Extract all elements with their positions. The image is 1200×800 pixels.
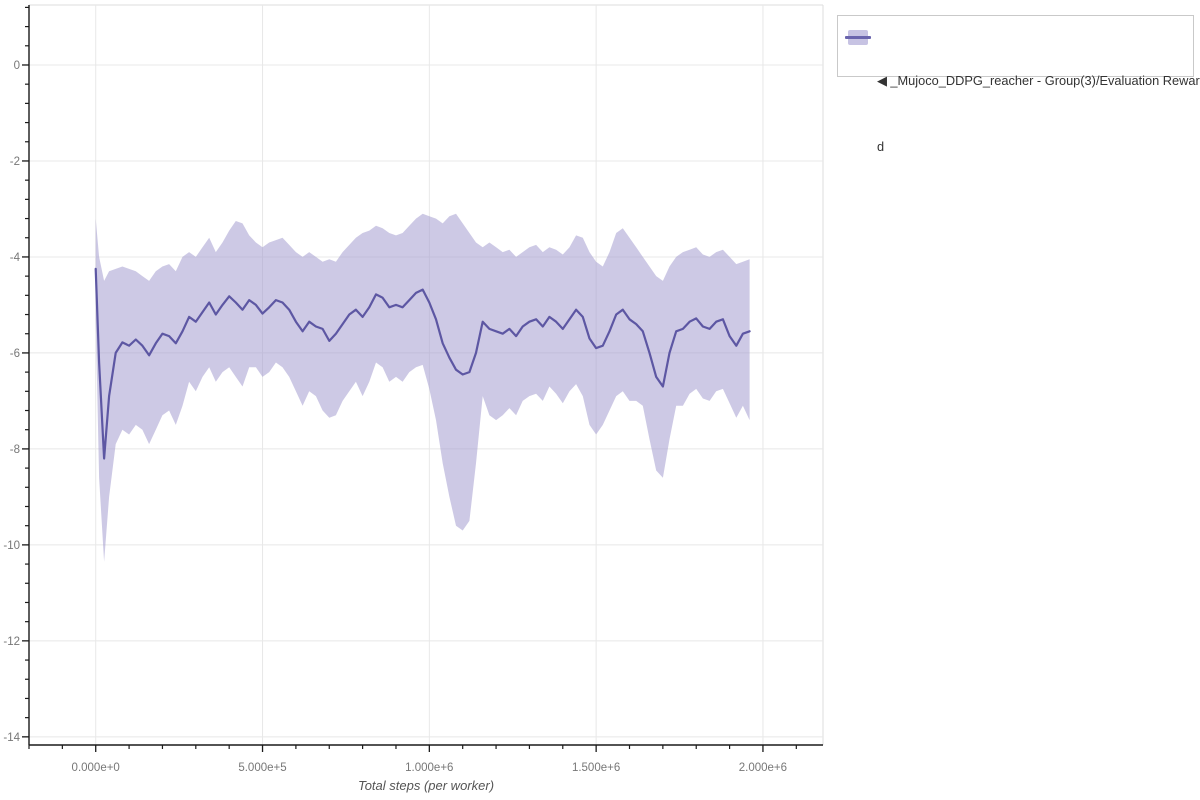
y-tick-label: -6 (10, 348, 20, 360)
x-tick-label: 2.000e+6 (739, 762, 787, 774)
y-tick-label: -14 (3, 732, 20, 744)
legend[interactable]: ◀ _Mujoco_DDPG_reacher - Group(3)/Evalua… (837, 15, 1200, 154)
legend-label: ◀ _Mujoco_DDPG_reacher - Group(3)/Evalua… (877, 26, 1200, 202)
x-tick-label: 0.000e+0 (72, 762, 120, 774)
x-tick-label: 1.000e+6 (405, 762, 453, 774)
legend-label-line1: ◀ _Mujoco_DDPG_reacher - Group(3)/Evalua… (877, 73, 1200, 88)
y-tick-label: -10 (3, 540, 20, 552)
y-tick-label: -12 (3, 636, 20, 648)
y-tick-label: -4 (10, 252, 21, 264)
x-axis-title: Total steps (per worker) (357, 778, 495, 793)
mean-line (94, 267, 751, 460)
confidence-band (95, 213, 750, 562)
legend-label-line2: d (877, 139, 885, 154)
legend-line-swatch (845, 36, 871, 39)
x-tick-label: 5.000e+5 (238, 762, 286, 774)
y-tick-label: -2 (10, 156, 20, 168)
x-tick-label: 1.500e+6 (572, 762, 620, 774)
legend-swatch-icon (845, 30, 871, 45)
y-tick-label: -8 (10, 444, 20, 456)
y-tick-label: 0 (14, 60, 20, 72)
